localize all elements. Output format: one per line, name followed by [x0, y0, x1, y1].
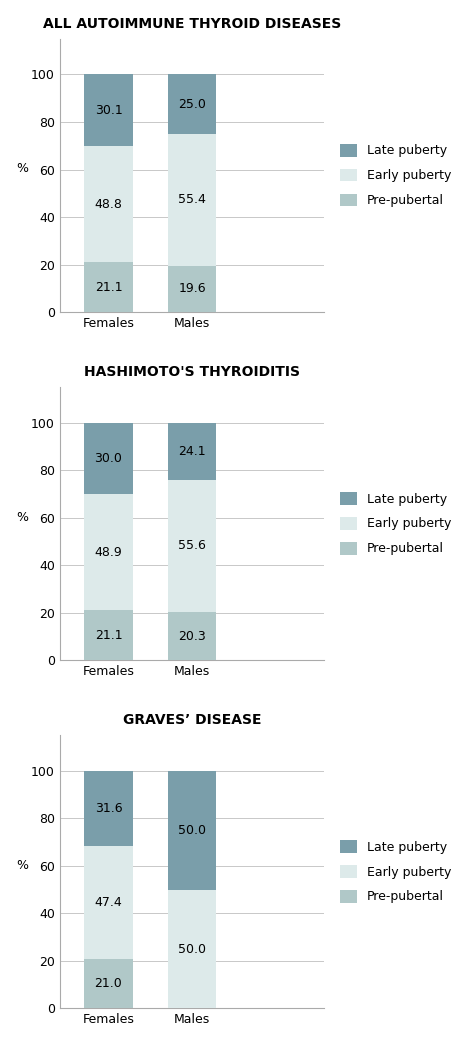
Bar — [84, 494, 133, 610]
Bar — [84, 846, 133, 959]
Bar — [168, 890, 217, 1009]
Bar — [168, 771, 217, 890]
Text: 55.6: 55.6 — [178, 539, 206, 553]
Bar — [168, 134, 217, 266]
Text: 20.3: 20.3 — [178, 630, 206, 642]
Text: 31.6: 31.6 — [95, 802, 122, 815]
Y-axis label: %: % — [17, 858, 28, 872]
Legend: Late puberty, Early puberty, Pre-pubertal: Late puberty, Early puberty, Pre-puberta… — [336, 140, 456, 211]
Bar — [84, 610, 133, 660]
Title: ALL AUTOIMMUNE THYROID DISEASES: ALL AUTOIMMUNE THYROID DISEASES — [43, 17, 341, 30]
Text: 21.0: 21.0 — [95, 977, 122, 990]
Bar — [84, 262, 133, 312]
Legend: Late puberty, Early puberty, Pre-pubertal: Late puberty, Early puberty, Pre-puberta… — [336, 488, 456, 559]
Text: 50.0: 50.0 — [178, 824, 206, 836]
Text: 24.1: 24.1 — [178, 444, 206, 458]
Text: 25.0: 25.0 — [178, 98, 206, 111]
Text: 48.9: 48.9 — [95, 545, 122, 559]
Bar — [84, 74, 133, 146]
Bar — [168, 480, 217, 612]
Text: 30.0: 30.0 — [94, 452, 122, 465]
Text: 21.1: 21.1 — [95, 281, 122, 294]
Text: 21.1: 21.1 — [95, 629, 122, 641]
Bar — [84, 771, 133, 846]
Title: GRAVES’ DISEASE: GRAVES’ DISEASE — [123, 713, 261, 727]
Text: 50.0: 50.0 — [178, 943, 206, 955]
Title: HASHIMOTO'S THYROIDITIS: HASHIMOTO'S THYROIDITIS — [84, 365, 300, 379]
Bar — [84, 146, 133, 262]
Text: 55.4: 55.4 — [178, 193, 206, 207]
Bar — [168, 266, 217, 312]
Y-axis label: %: % — [17, 511, 28, 524]
Legend: Late puberty, Early puberty, Pre-pubertal: Late puberty, Early puberty, Pre-puberta… — [336, 836, 456, 907]
Bar — [168, 422, 217, 480]
Bar — [84, 959, 133, 1009]
Text: 48.8: 48.8 — [94, 197, 122, 211]
Y-axis label: %: % — [17, 163, 28, 175]
Bar — [168, 74, 217, 134]
Text: 47.4: 47.4 — [95, 896, 122, 908]
Bar — [84, 422, 133, 494]
Text: 30.1: 30.1 — [95, 103, 122, 117]
Bar — [168, 612, 217, 660]
Text: 19.6: 19.6 — [178, 283, 206, 295]
